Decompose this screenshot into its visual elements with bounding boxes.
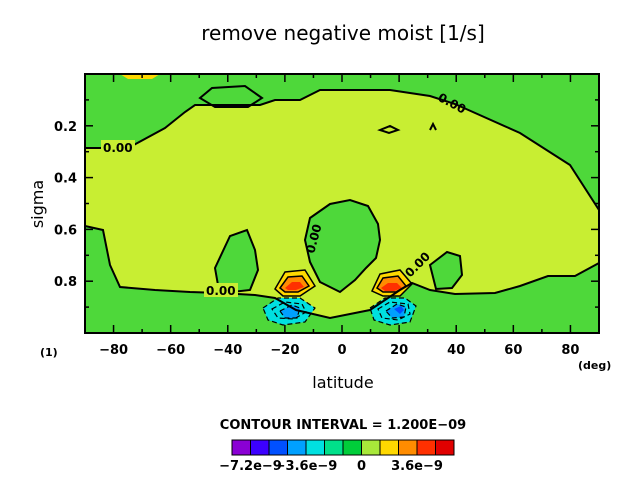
colorbar-swatch: [435, 439, 455, 456]
zero-contour-right-lobe: [428, 250, 464, 291]
colorbar-swatch: [342, 439, 362, 456]
colorbar-swatch: [305, 439, 325, 456]
colorbar-swatch: [250, 439, 270, 456]
colorbar-swatch: [287, 439, 307, 456]
colorbar-swatch: [379, 439, 399, 456]
top-yellow-cap: [120, 74, 160, 79]
x-axis-label: latitude: [312, 373, 373, 392]
colorbar-swatch: [231, 439, 251, 456]
colorbar-tick-label: −3.6e−9: [275, 459, 338, 474]
colorbar-swatch: [398, 439, 418, 456]
right-minimum-dashed-contours: [369, 297, 417, 326]
x-unit-label: (deg): [578, 359, 611, 372]
axis-tick-labels: −80 −60 −40 −20 0 20 40 60 80 0.2 0.4 0.6 0.8: [54, 120, 580, 358]
x-tick-label: 40: [447, 343, 465, 358]
zero-contour-lower: [85, 225, 599, 320]
x-tick-label: 0: [337, 343, 346, 358]
contour-label-bg-2: [204, 283, 238, 297]
zero-contour-tropics: [303, 198, 382, 294]
y-tick-label: 0.6: [54, 223, 77, 238]
x-tick-label: 80: [561, 343, 579, 358]
left-red-peak: [285, 282, 304, 290]
colorbar: [231, 439, 455, 456]
x-tick-label: 20: [390, 343, 408, 358]
contour-label-left: 0.00: [103, 141, 133, 155]
y-axis-label: sigma: [28, 180, 47, 228]
right-green-lobe: [430, 252, 462, 289]
right-dark-blue-minimum: [394, 306, 404, 314]
small-contour-near-33: [429, 121, 437, 131]
plot-area: 0.00 0.00 0.00 0.00 0.00 −80 −60 −40 −20 0 20…: [54, 73, 600, 358]
top-green-lobe: [200, 86, 262, 107]
tropical-green-region: [305, 200, 380, 292]
chart-title: remove negative moist [1/s]: [201, 21, 485, 45]
x-tick-label: 60: [504, 343, 522, 358]
colorbar-labels: −7.2e−9−3.6e−9 0 3.6e−9: [219, 459, 443, 474]
left-minimum-dashed-contours: [262, 297, 316, 326]
colorbar-tick-label: 3.6e−9: [391, 459, 443, 474]
zero-contour-top-lobe: [198, 84, 264, 108]
colorbar-swatch: [268, 439, 288, 456]
x-tick-label: −40: [213, 343, 242, 358]
colorbar-tick-label: 0: [357, 459, 366, 474]
y-tick-label: 0.8: [54, 275, 77, 290]
left-blue-minimum: [280, 305, 300, 318]
filled-contours: [85, 74, 599, 333]
contour-label-bottom: 0.00: [206, 284, 236, 298]
colorbar-swatch: [361, 439, 381, 456]
small-contour-near-30: [377, 124, 401, 135]
contour-interval-text: CONTOUR INTERVAL = 1.200E−09: [220, 418, 466, 433]
colorbar-tick-label: −7.2e−9: [219, 459, 282, 474]
x-tick-label: −60: [156, 343, 185, 358]
colorbar-swatch: [416, 439, 436, 456]
left-peak-contours: [274, 269, 317, 297]
y-unit-label: (1): [40, 346, 58, 359]
x-tick-label: −20: [270, 343, 299, 358]
y-tick-label: 0.4: [54, 172, 77, 187]
zero-contour-upper: [85, 89, 599, 211]
contour-lines: [85, 84, 599, 326]
right-red-peak: [381, 283, 402, 291]
axis-ticks: [84, 74, 600, 333]
y-tick-label: 0.2: [54, 120, 77, 135]
contour-label-bg-1: [101, 140, 135, 154]
x-tick-label: −80: [99, 343, 128, 358]
right-peak-contours: [370, 269, 414, 297]
colorbar-swatch: [324, 439, 344, 456]
